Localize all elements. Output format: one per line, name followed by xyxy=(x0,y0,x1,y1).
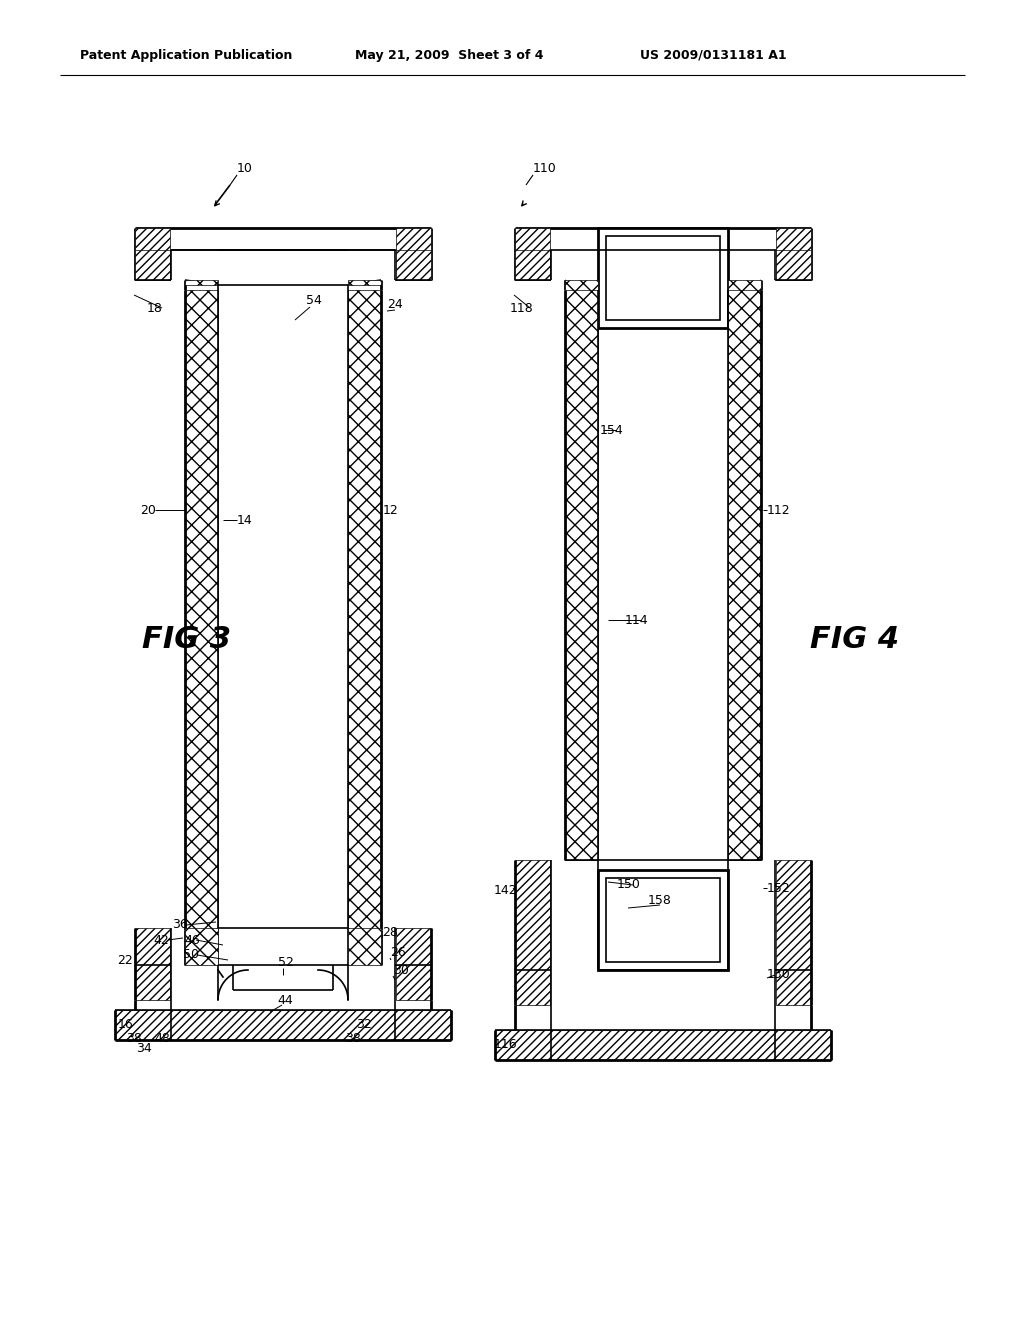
Bar xyxy=(396,249,431,280)
Bar xyxy=(185,290,218,931)
Bar xyxy=(396,928,431,1001)
Bar xyxy=(728,290,761,861)
Text: 38: 38 xyxy=(126,1031,142,1044)
Bar xyxy=(396,228,431,280)
Text: 112: 112 xyxy=(767,503,791,516)
Bar xyxy=(135,928,170,1001)
Text: 130: 130 xyxy=(767,969,791,982)
Text: 22: 22 xyxy=(117,953,133,966)
Text: 158: 158 xyxy=(648,894,672,907)
Bar xyxy=(115,1010,451,1040)
Text: 12: 12 xyxy=(383,503,398,516)
Text: 152: 152 xyxy=(767,882,791,895)
Bar xyxy=(565,280,598,327)
Text: May 21, 2009  Sheet 3 of 4: May 21, 2009 Sheet 3 of 4 xyxy=(355,49,544,62)
Text: FIG 4: FIG 4 xyxy=(810,626,899,655)
Text: 110: 110 xyxy=(534,161,557,174)
Bar xyxy=(495,1030,831,1060)
Text: 26: 26 xyxy=(390,945,406,958)
Bar xyxy=(185,280,218,285)
Text: 28: 28 xyxy=(382,925,398,939)
Text: 30: 30 xyxy=(393,964,409,977)
Text: 118: 118 xyxy=(510,301,534,314)
Text: 142: 142 xyxy=(494,883,517,896)
Text: 16: 16 xyxy=(118,1019,134,1031)
Bar xyxy=(135,228,170,280)
Bar xyxy=(515,249,550,280)
Text: 114: 114 xyxy=(625,614,648,627)
Text: 48: 48 xyxy=(154,1031,170,1044)
Text: 46: 46 xyxy=(184,933,200,946)
Bar xyxy=(776,249,811,280)
Bar xyxy=(598,870,728,970)
Bar xyxy=(776,861,811,1005)
Text: 54: 54 xyxy=(306,293,322,306)
Bar xyxy=(348,928,381,965)
Bar xyxy=(598,228,728,327)
Text: 50: 50 xyxy=(183,949,199,961)
Text: 42: 42 xyxy=(153,933,169,946)
Bar xyxy=(515,228,550,280)
Bar xyxy=(776,228,811,280)
Text: 20: 20 xyxy=(140,503,156,516)
Bar xyxy=(348,290,381,931)
Text: 18: 18 xyxy=(147,301,163,314)
Text: 10: 10 xyxy=(237,161,253,174)
Text: 36: 36 xyxy=(172,919,187,932)
Bar xyxy=(515,861,550,1005)
Text: 52: 52 xyxy=(278,956,294,969)
Text: 154: 154 xyxy=(600,424,624,437)
Bar xyxy=(565,290,598,861)
Bar xyxy=(348,280,381,285)
Text: 32: 32 xyxy=(356,1019,372,1031)
Bar xyxy=(606,878,720,962)
Text: 116: 116 xyxy=(494,1039,517,1052)
Bar xyxy=(606,236,720,319)
Text: Patent Application Publication: Patent Application Publication xyxy=(80,49,293,62)
Bar xyxy=(135,249,170,280)
Text: 14: 14 xyxy=(237,513,253,527)
Bar xyxy=(185,928,218,965)
Text: US 2009/0131181 A1: US 2009/0131181 A1 xyxy=(640,49,786,62)
Text: 34: 34 xyxy=(136,1041,152,1055)
Text: 38: 38 xyxy=(345,1031,360,1044)
Text: 150: 150 xyxy=(617,879,641,891)
Text: 44: 44 xyxy=(278,994,293,1006)
Text: FIG 3: FIG 3 xyxy=(142,626,231,655)
Text: 24: 24 xyxy=(387,298,402,312)
Bar xyxy=(728,280,761,327)
